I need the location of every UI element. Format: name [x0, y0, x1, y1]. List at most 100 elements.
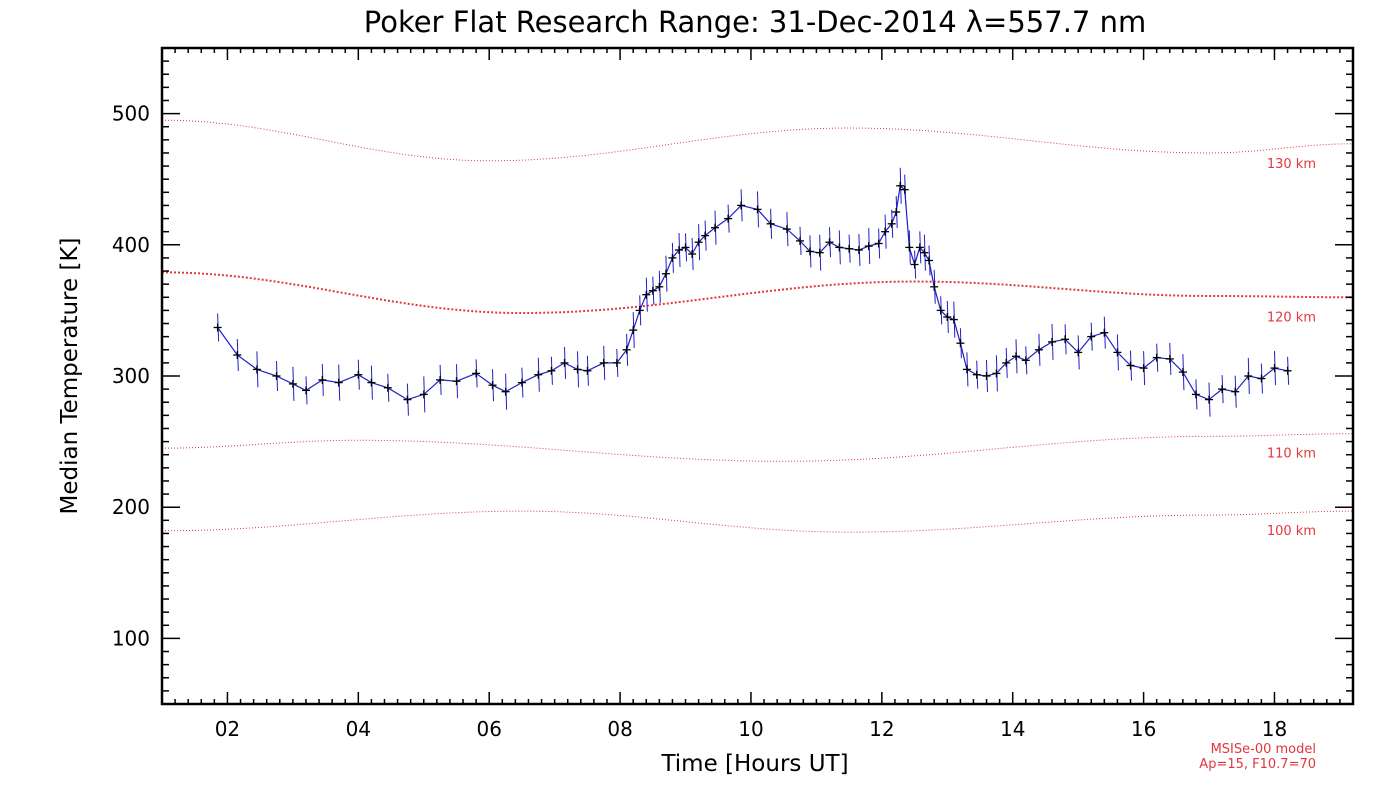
- data-point: [1218, 385, 1227, 394]
- data-point: [1126, 361, 1135, 370]
- data-point: [854, 246, 863, 254]
- data-point: [1205, 395, 1213, 404]
- data-point: [962, 365, 971, 374]
- data-point: [972, 370, 981, 379]
- data-point: [1021, 356, 1030, 365]
- data-point: [925, 256, 933, 265]
- data-point: [501, 387, 510, 396]
- data-point: [334, 378, 343, 387]
- data-point: [668, 253, 677, 262]
- data-point: [796, 236, 804, 245]
- data-point: [825, 238, 834, 247]
- y-axis-label: Median Temperature [K]: [57, 238, 83, 515]
- series-line: [217, 184, 1288, 401]
- data-point: [1231, 387, 1240, 396]
- data-point: [1139, 364, 1148, 373]
- data-point: [688, 250, 697, 258]
- model-line-100-km: [162, 510, 1353, 533]
- data-point: [403, 395, 412, 404]
- chart-title: Poker Flat Research Range: 31-Dec-2014 λ…: [364, 5, 1146, 39]
- model-line-120-km: [162, 271, 1353, 314]
- data-point: [213, 323, 222, 332]
- data-point: [252, 365, 261, 374]
- data-point: [534, 370, 543, 379]
- data-point: [629, 326, 638, 335]
- data-point: [1002, 358, 1011, 367]
- data-point: [1087, 332, 1096, 341]
- data-point: [1270, 364, 1279, 373]
- data-point: [661, 269, 670, 278]
- model-line-110-km: [161, 433, 1353, 462]
- x-axis-label: Time [Hours UT]: [660, 751, 848, 777]
- data-point: [599, 358, 608, 367]
- data-point: [1191, 390, 1200, 399]
- model-label-100-km: 100 km: [1267, 524, 1316, 539]
- data-point: [1100, 328, 1109, 337]
- model-label-130-km: 130 km: [1267, 157, 1316, 172]
- data-point: [896, 181, 905, 190]
- data-point: [573, 365, 582, 374]
- data-point: [1061, 335, 1070, 344]
- data-point: [472, 369, 481, 378]
- data-point: [753, 205, 762, 214]
- x-axis: 02 04 06 08 10 12 14 16 18: [174, 48, 1354, 741]
- data-point: [910, 260, 919, 269]
- data-point: [655, 282, 664, 291]
- data-point: [1152, 353, 1161, 362]
- data-point: [982, 372, 991, 380]
- data-point: [874, 239, 883, 248]
- data-point: [233, 351, 242, 359]
- data-point: [864, 242, 873, 251]
- data-point: [881, 227, 890, 236]
- model-note-line-1: MSISe-00 model: [1211, 742, 1316, 757]
- data-point: [701, 231, 710, 240]
- x-tick-label: 04: [346, 717, 371, 741]
- y-tick-label: 400: [112, 233, 150, 257]
- plot-frame: [160, 46, 1355, 706]
- data-point: [900, 185, 909, 194]
- y-tick-label: 200: [112, 495, 150, 519]
- data-point: [681, 243, 690, 252]
- y-tick-label: 500: [112, 102, 150, 126]
- data-point: [694, 238, 703, 247]
- x-tick-label: 06: [476, 717, 501, 741]
- x-tick-label: 10: [738, 717, 763, 741]
- data-point: [547, 366, 556, 375]
- data-point: [272, 372, 281, 380]
- data-point: [1034, 345, 1043, 354]
- model-note-line-2: Ap=15, F10.7=70: [1199, 757, 1316, 772]
- data-point: [949, 315, 958, 324]
- data-point: [992, 369, 1001, 378]
- data-point: [436, 375, 445, 384]
- data-point: [936, 306, 945, 315]
- data-point: [892, 208, 901, 216]
- data-point: [517, 378, 526, 387]
- model-line-130-km: [162, 119, 1353, 162]
- data-point: [711, 223, 719, 232]
- data-point: [815, 248, 824, 257]
- data-point: [367, 378, 376, 387]
- data-series: [213, 167, 1292, 417]
- data-point: [766, 219, 775, 228]
- data-point: [956, 339, 965, 348]
- model-lines: 130 km 120 km 110 km 100 km: [161, 119, 1353, 539]
- data-point: [675, 246, 683, 254]
- data-point: [845, 244, 854, 253]
- data-point: [648, 286, 657, 295]
- data-point: [419, 390, 428, 399]
- data-point: [1165, 354, 1174, 363]
- data-point: [635, 306, 644, 315]
- x-tick-label: 14: [1000, 717, 1025, 741]
- data-point: [737, 201, 746, 210]
- data-point: [1012, 352, 1020, 361]
- data-point: [318, 375, 327, 384]
- data-point: [1178, 368, 1187, 377]
- data-point: [302, 386, 310, 395]
- data-point: [782, 225, 791, 234]
- data-point: [905, 243, 914, 252]
- y-tick-label: 100: [112, 626, 150, 650]
- data-point: [835, 243, 844, 252]
- x-tick-label: 12: [869, 717, 894, 741]
- data-point: [920, 248, 929, 257]
- data-point: [1283, 366, 1292, 375]
